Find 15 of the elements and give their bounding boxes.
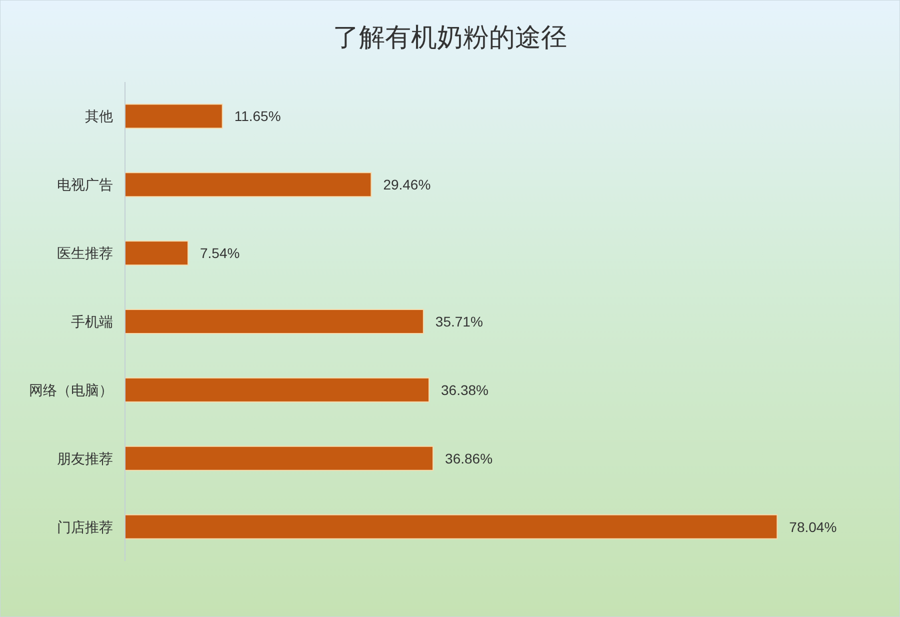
category-label: 朋友推荐 xyxy=(57,450,113,466)
category-label: 手机端 xyxy=(71,314,113,330)
data-label: 78.04% xyxy=(789,518,837,535)
data-label: 7.54% xyxy=(200,245,240,262)
title: 了解有机奶粉的途径 xyxy=(333,22,567,52)
data-label: 35.71% xyxy=(435,314,483,330)
data-label: 36.86% xyxy=(445,450,493,466)
category-label: 网络（电脑） xyxy=(29,382,113,398)
category-label: 电视广告 xyxy=(57,176,113,193)
category-label: 门店推荐 xyxy=(57,518,113,535)
data-label: 11.65% xyxy=(234,108,281,124)
data-label: 36.38% xyxy=(441,382,488,398)
data-label: 29.46% xyxy=(383,176,431,193)
category-label: 医生推荐 xyxy=(57,245,113,262)
category-label: 其他 xyxy=(85,108,113,124)
